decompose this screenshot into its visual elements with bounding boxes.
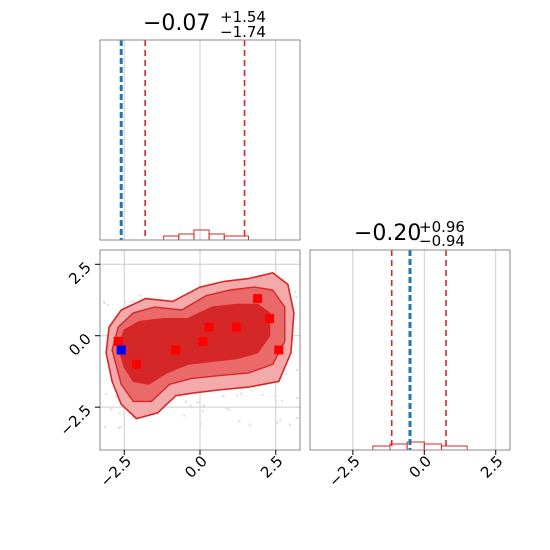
- joint-sample-point: [129, 300, 132, 303]
- marginal-x-frame: [99, 39, 301, 241]
- joint-sample-point: [107, 303, 110, 306]
- joint-y-tick-label-2: −2.5: [56, 401, 94, 439]
- title-y-main: −0.20: [354, 221, 421, 246]
- marginal-y-panel: −2.5 0.0 2.5: [309, 249, 511, 491]
- joint-sample-point: [202, 404, 205, 407]
- title-x-panel: −0.07 +1.54 −1.74: [143, 8, 266, 41]
- joint-sample-point: [103, 301, 106, 304]
- joint-sample-point: [103, 300, 106, 303]
- title-x-main: −0.07: [143, 11, 210, 36]
- joint-sample-point: [261, 393, 264, 396]
- joint-red-marker-3: [198, 336, 208, 346]
- marginal-x-panel: [99, 39, 301, 241]
- joint-blue-truth-marker: [116, 345, 126, 355]
- joint-red-marker-6: [253, 294, 263, 304]
- joint-red-marker-5: [231, 322, 241, 332]
- joint-sample-point: [250, 389, 253, 392]
- joint-sample-point: [281, 399, 284, 402]
- joint-sample-point: [118, 412, 121, 415]
- joint-sample-point: [225, 407, 228, 410]
- marginal-y-x-tick-label-0: −2.5: [325, 452, 363, 490]
- title-x-sup: +1.54: [220, 8, 266, 26]
- joint-sample-point: [117, 426, 120, 429]
- joint-red-marker-4: [204, 322, 214, 332]
- joint-sample-point: [285, 372, 288, 375]
- joint-sample-point: [228, 408, 231, 411]
- joint-sample-point: [196, 401, 199, 404]
- joint-sample-point: [189, 404, 192, 407]
- joint-red-marker-1: [131, 359, 141, 369]
- joint-sample-point: [103, 426, 106, 429]
- joint-sample-point: [105, 393, 108, 396]
- joint-sample-point: [296, 396, 299, 399]
- joint-sample-point: [132, 416, 135, 419]
- joint-red-marker-2: [171, 345, 181, 355]
- joint-contour-inner: [117, 303, 271, 385]
- joint-sample-point: [124, 301, 127, 304]
- joint-sample-point: [279, 419, 282, 422]
- joint-y-tick-label-1: 0.0: [65, 330, 95, 360]
- joint-sample-point: [274, 394, 277, 397]
- joint-sample-point: [295, 296, 298, 299]
- title-y-sup: +0.96: [419, 218, 465, 236]
- joint-sample-point: [236, 394, 239, 397]
- joint-x-tick-label-0: −2.5: [97, 452, 135, 490]
- joint-sample-point: [119, 425, 122, 428]
- joint-red-marker-8: [274, 345, 284, 355]
- joint-sample-point: [201, 410, 204, 413]
- joint-x-tick-label-1: 0.0: [181, 452, 211, 482]
- joint-y-tick-label-0: 2.5: [65, 258, 95, 288]
- marginal-y-x-tick-label-2: 2.5: [477, 452, 507, 482]
- joint-red-marker-7: [265, 314, 275, 324]
- joint-sample-point: [183, 414, 186, 417]
- title-y-sub: −0.94: [419, 232, 465, 250]
- joint-sample-point: [199, 422, 202, 425]
- joint-sample-point: [288, 423, 291, 426]
- joint-sample-point: [295, 369, 298, 372]
- joint-sample-point: [295, 416, 298, 419]
- title-x-sub: −1.74: [220, 23, 266, 41]
- joint-panel: −2.5 0.0 2.5 2.5 0.0 −2.5: [56, 249, 301, 491]
- marginal-y-frame: [309, 249, 511, 451]
- title-y-panel: −0.20 +0.96 −0.94: [354, 218, 465, 250]
- joint-sample-point: [114, 395, 117, 398]
- joint-sample-point: [132, 300, 135, 303]
- marginal-y-x-tick-label-1: 0.0: [406, 452, 436, 482]
- joint-sample-point: [139, 294, 142, 297]
- joint-sample-point: [110, 408, 113, 411]
- joint-sample-point: [294, 290, 297, 293]
- joint-sample-point: [184, 400, 187, 403]
- joint-sample-point: [248, 423, 251, 426]
- joint-red-marker-0: [113, 336, 123, 346]
- joint-sample-point: [276, 422, 279, 425]
- joint-sample-point: [238, 419, 241, 422]
- joint-sample-point: [222, 395, 225, 398]
- joint-sample-point: [240, 392, 243, 395]
- joint-x-tick-label-2: 2.5: [257, 452, 287, 482]
